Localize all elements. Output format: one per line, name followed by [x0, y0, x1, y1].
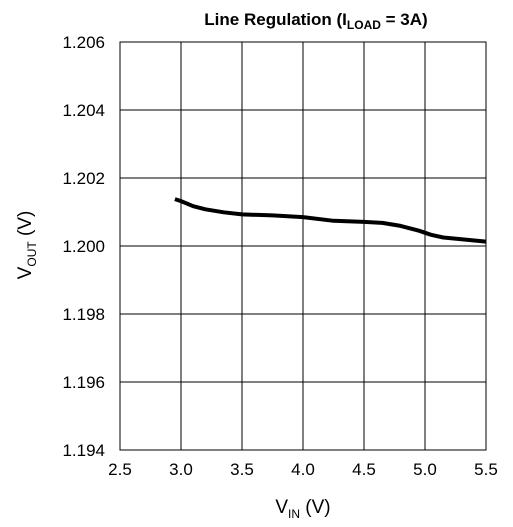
- x-tick-label: 5.5: [474, 460, 498, 479]
- x-tick-label: 3.0: [169, 460, 193, 479]
- y-axis-label: VOUT (V): [15, 211, 39, 280]
- y-tick-label: 1.202: [62, 169, 105, 188]
- y-tick-label: 1.196: [62, 373, 105, 392]
- y-tick-label: 1.194: [62, 441, 105, 460]
- x-tick-label: 4.5: [352, 460, 376, 479]
- y-tick-labels: 1.194 1.196 1.198 1.200 1.202 1.204 1.206: [62, 33, 105, 460]
- gridlines: [120, 42, 486, 450]
- series-group: [174, 197, 487, 244]
- x-tick-label: 2.5: [108, 460, 132, 479]
- y-tick-label: 1.198: [62, 305, 105, 324]
- y-tick-label: 1.200: [62, 237, 105, 256]
- x-tick-label: 4.0: [291, 460, 315, 479]
- y-tick-label: 1.204: [62, 101, 105, 120]
- y-axis-label-subscript: OUT: [25, 241, 39, 267]
- y-tick-label: 1.206: [62, 33, 105, 52]
- x-tick-labels: 2.5 3.0 3.5 4.0 4.5 5.0 5.5: [108, 460, 498, 479]
- x-tick-label: 5.0: [413, 460, 437, 479]
- plot-area: 2.5 3.0 3.5 4.0 4.5 5.0 5.5 1.194 1.196 1.198 1.2…: [62, 33, 497, 479]
- x-axis-label-subscript: IN: [288, 507, 300, 521]
- x-tick-label: 3.5: [230, 460, 254, 479]
- series-line: [174, 197, 487, 244]
- x-axis-label: VIN (V): [275, 497, 330, 521]
- chart-title: Line Regulation (ILOAD = 3A): [204, 10, 427, 32]
- chart-title-subscript: LOAD: [347, 18, 381, 32]
